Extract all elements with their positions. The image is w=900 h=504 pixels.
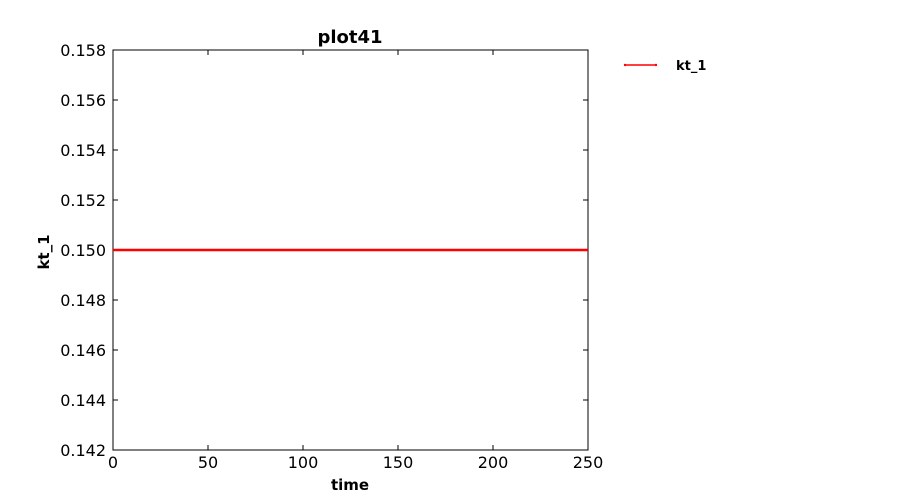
x-axis-ticks: 0 50 100 150 200 250: [108, 50, 603, 472]
y-tick-label: 0.152: [60, 191, 106, 210]
x-tick-label: 200: [478, 453, 509, 472]
x-tick-label: 250: [573, 453, 604, 472]
legend-line-marker: [654, 63, 658, 67]
y-tick-label: 0.154: [60, 141, 106, 160]
x-tick-label: 150: [383, 453, 414, 472]
y-axis-ticks: 0.142 0.144 0.146 0.148 0.150 0.152 0.154 0.156…: [60, 41, 588, 460]
y-tick-label: 0.144: [60, 391, 106, 410]
legend-line-marker: [623, 63, 627, 67]
y-tick-label: 0.156: [60, 91, 106, 110]
y-tick-label: 0.146: [60, 341, 106, 360]
y-tick-label: 0.158: [60, 41, 106, 60]
legend: kt_1: [623, 59, 706, 74]
legend-label: kt_1: [676, 59, 706, 74]
chart-title: plot41: [317, 27, 382, 48]
x-tick-label: 50: [198, 453, 218, 472]
y-tick-label: 0.148: [60, 291, 106, 310]
x-axis-label: time: [331, 476, 369, 494]
y-axis-label: kt_1: [35, 234, 53, 269]
x-tick-label: 100: [288, 453, 319, 472]
y-tick-label: 0.142: [60, 441, 106, 460]
y-tick-label: 0.150: [60, 241, 106, 260]
x-tick-label: 0: [108, 453, 118, 472]
